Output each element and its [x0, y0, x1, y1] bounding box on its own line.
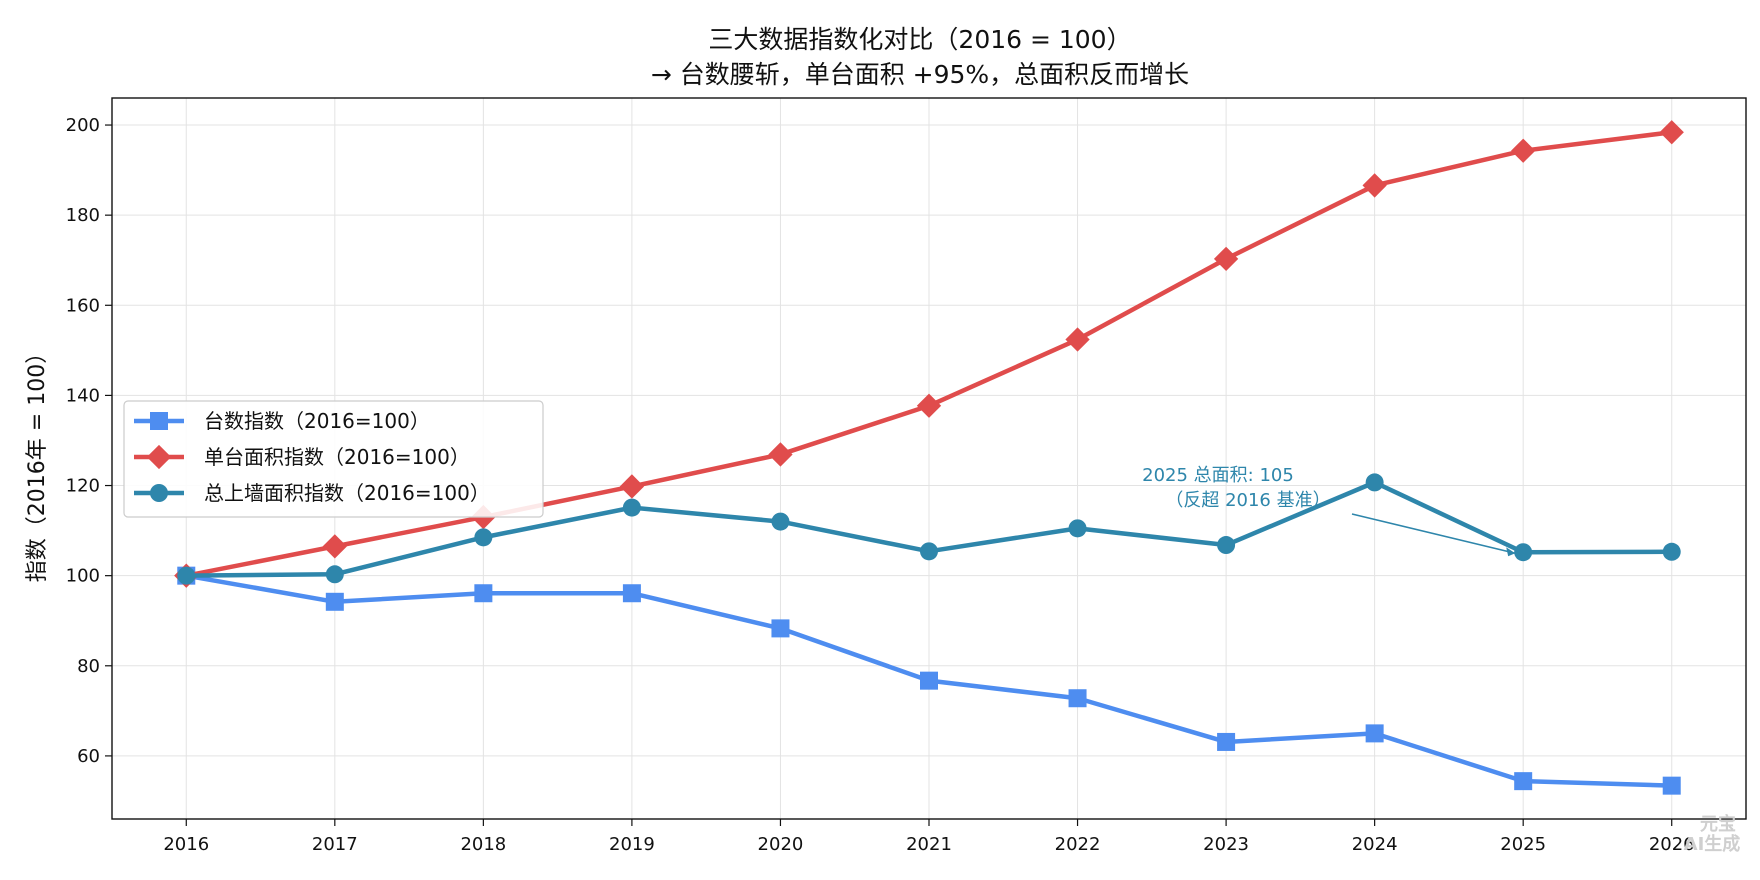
legend-swatch-marker — [150, 412, 168, 430]
axes: 2016 2017 2018 2019 2020 2021 2022 2023 2024 2025… — [66, 97, 1747, 855]
watermark: 元宝 AI生成 — [1684, 813, 1741, 855]
watermark-line-2: AI生成 — [1684, 833, 1741, 855]
data-point — [1362, 173, 1387, 198]
x-tick-label: 2016 — [163, 834, 209, 855]
legend: 台数指数（2016=100） 单台面积指数（2016=100） 总上墙面积指数（20… — [123, 400, 544, 518]
y-tick-label: 60 — [77, 746, 100, 767]
annotation-arrowhead — [1506, 547, 1516, 557]
data-point — [322, 534, 347, 559]
x-tick-label: 2018 — [460, 834, 506, 855]
grid — [112, 98, 1746, 819]
legend-item-3: 总上墙面积指数（2016=100） — [134, 481, 490, 505]
series-group — [174, 120, 1684, 795]
legend-item-2: 单台面积指数（2016=100） — [134, 444, 470, 470]
data-point — [771, 619, 790, 638]
plot-frame — [111, 97, 1747, 820]
data-point — [1217, 536, 1236, 555]
annotation-arrow — [1351, 513, 1516, 555]
legend-label: 台数指数（2016=100） — [204, 409, 430, 433]
watermark-line-1: 元宝 — [1700, 813, 1736, 835]
data-point — [1514, 772, 1533, 791]
x-tick-label: 2022 — [1055, 834, 1101, 855]
data-point — [474, 528, 493, 547]
data-point — [1068, 519, 1087, 538]
data-point — [177, 566, 196, 585]
legend-item-1: 台数指数（2016=100） — [134, 409, 430, 433]
y-tick-label: 200 — [66, 115, 100, 136]
data-point — [916, 393, 942, 418]
data-point — [1659, 120, 1684, 145]
data-point — [771, 512, 790, 531]
annotation-line-1: 2025 总面积: 105 — [1142, 465, 1294, 486]
legend-box — [123, 400, 544, 518]
series-1 — [177, 566, 1681, 795]
data-point — [325, 592, 344, 611]
y-tick-label: 160 — [66, 295, 100, 316]
y-tick-label: 120 — [66, 476, 100, 497]
data-point — [474, 584, 493, 603]
data-point — [1065, 327, 1090, 352]
data-point — [622, 584, 641, 603]
y-axis-label: 指数（2016年 = 100） — [25, 342, 50, 582]
data-point — [1068, 689, 1087, 708]
y-tick-label: 80 — [77, 656, 100, 677]
chart-subtitle: → 台数腰斩，单台面积 +95%，总面积反而增长 — [651, 60, 1189, 89]
x-tick-label: 2024 — [1352, 834, 1398, 855]
x-tick-label: 2021 — [906, 834, 952, 855]
data-point — [768, 442, 793, 467]
x-tick-label: 2020 — [758, 834, 804, 855]
data-point — [1662, 776, 1681, 795]
y-tick-label: 100 — [66, 566, 100, 587]
data-point — [622, 498, 641, 517]
x-tick-label: 2023 — [1203, 834, 1249, 855]
annotation: 2025 总面积: 105 （反超 2016 基准） — [1142, 465, 1516, 557]
data-point — [619, 474, 645, 499]
data-point — [1213, 246, 1239, 272]
data-point — [920, 542, 938, 561]
data-point — [920, 671, 938, 690]
x-tick-label: 2026 — [1649, 834, 1695, 855]
annotation-line-2: （反超 2016 基准） — [1165, 490, 1330, 511]
legend-swatch-marker — [150, 484, 168, 502]
x-tick-label: 2019 — [609, 834, 655, 855]
legend-label: 总上墙面积指数（2016=100） — [204, 481, 490, 505]
x-tick-label: 2017 — [312, 834, 358, 855]
data-point — [1514, 543, 1533, 562]
legend-label: 单台面积指数（2016=100） — [204, 445, 470, 469]
data-point — [1217, 732, 1236, 751]
data-point — [1662, 542, 1681, 561]
series-3 — [177, 473, 1681, 585]
y-tick-label: 140 — [66, 385, 100, 406]
legend-swatch-marker — [146, 444, 172, 470]
data-point — [325, 565, 344, 584]
data-point — [1365, 724, 1384, 743]
data-point — [1365, 473, 1384, 492]
x-tick-label: 2025 — [1500, 834, 1546, 855]
chart-title: 三大数据指数化对比（2016 = 100） — [708, 25, 1131, 54]
data-point — [1511, 138, 1536, 163]
y-tick-label: 180 — [66, 205, 100, 226]
